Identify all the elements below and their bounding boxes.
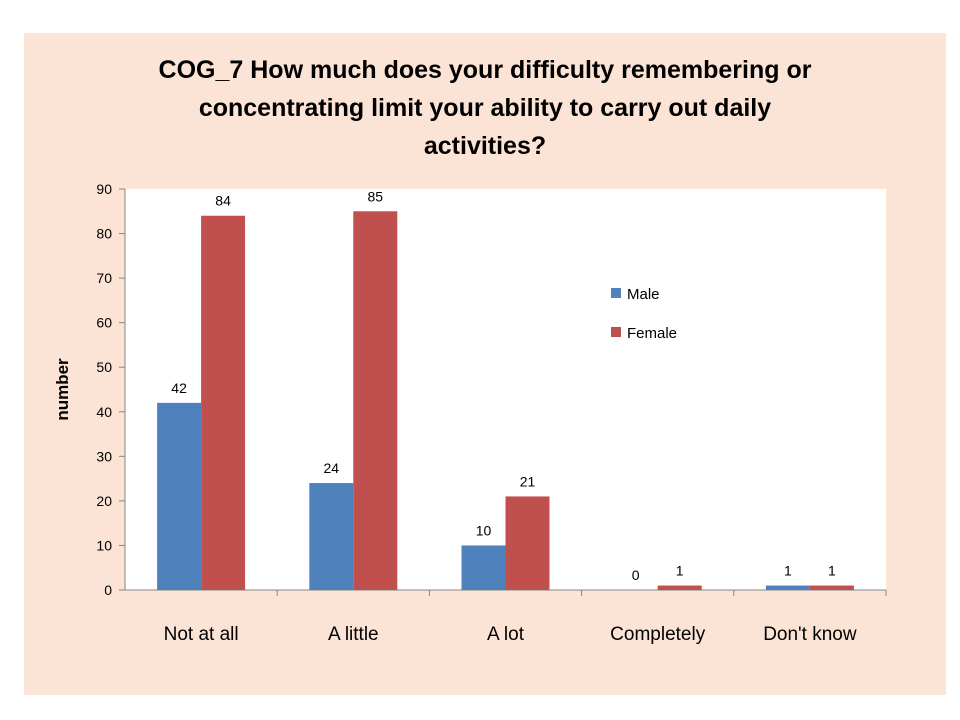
y-tick-label: 70 [96, 270, 112, 286]
chart-title-line-3: activities? [423, 132, 547, 160]
bar-male [309, 483, 354, 590]
bar-female [353, 211, 398, 590]
y-tick-label: 60 [96, 315, 112, 331]
data-label: 1 [828, 563, 836, 579]
data-label: 10 [476, 522, 492, 538]
bar-female [201, 215, 246, 590]
y-tick-label: 90 [96, 181, 112, 197]
legend-label-male: Male [627, 286, 660, 303]
x-category-label: Not at all [164, 624, 239, 645]
legend-label-female: Female [627, 325, 677, 342]
y-tick-label: 20 [96, 493, 112, 509]
bar-female [809, 585, 854, 590]
chart-area: COG_7 How much does your difficulty reme… [24, 33, 946, 695]
data-label: 84 [215, 193, 231, 209]
legend-swatch-female [611, 327, 621, 337]
x-category-label: A little [328, 624, 379, 645]
y-tick-label: 40 [96, 404, 112, 420]
data-label: 42 [171, 380, 187, 396]
x-category-label: Don't know [763, 624, 857, 645]
bar-female [505, 496, 550, 590]
data-label: 0 [632, 567, 640, 583]
bar-male [765, 585, 810, 590]
data-label: 24 [324, 460, 340, 476]
chart-title-line-2: concentrating limit your ability to carr… [198, 94, 772, 122]
bar-male [157, 402, 202, 590]
x-category-label: A lot [487, 624, 525, 645]
chart-title-line-1: COG_7 How much does your difficulty reme… [158, 56, 812, 84]
y-tick-label: 80 [96, 226, 112, 242]
bar-male [461, 545, 506, 590]
x-category-label: Completely [610, 624, 706, 645]
data-label: 1 [676, 563, 684, 579]
y-tick-label: 50 [96, 359, 112, 375]
y-axis-title: number [53, 358, 72, 421]
data-label: 1 [784, 563, 792, 579]
data-label: 21 [520, 473, 536, 489]
y-tick-label: 10 [96, 537, 112, 553]
legend-swatch-male [611, 288, 621, 298]
data-label: 85 [368, 188, 384, 204]
chart-title: COG_7 How much does your difficulty reme… [24, 51, 946, 165]
y-tick-label: 30 [96, 448, 112, 464]
bar-female [657, 585, 702, 590]
y-tick-label: 0 [104, 582, 112, 598]
